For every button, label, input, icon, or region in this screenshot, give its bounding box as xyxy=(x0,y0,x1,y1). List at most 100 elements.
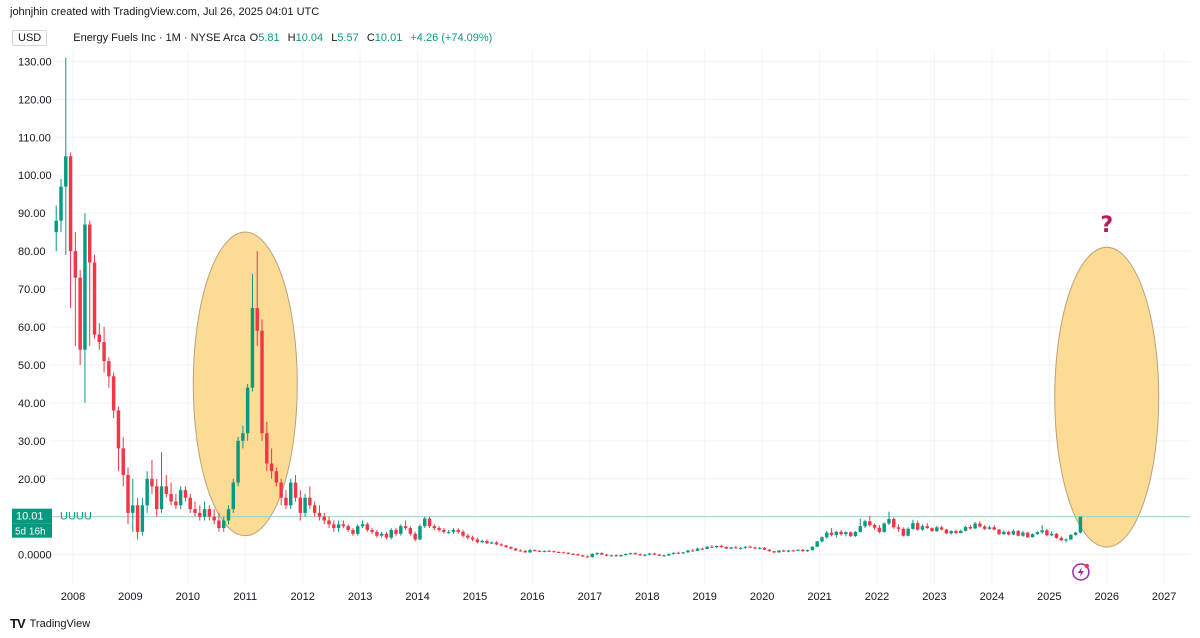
candle-body xyxy=(906,528,910,536)
candle xyxy=(408,526,413,536)
candle-body xyxy=(939,527,944,530)
candle xyxy=(805,549,810,552)
candle xyxy=(691,548,695,552)
candle-body xyxy=(1073,532,1078,535)
candle xyxy=(638,553,642,556)
candle xyxy=(537,550,542,552)
candle-body xyxy=(126,474,130,513)
x-tick-label: 2024 xyxy=(980,591,1004,603)
y-tick-label: 0.0000 xyxy=(18,550,52,562)
candle-body xyxy=(245,387,250,434)
candle-body xyxy=(322,516,326,521)
candle-body xyxy=(762,547,767,550)
footer-brand[interactable]: ⁠TV TradingView xyxy=(10,616,90,631)
candle xyxy=(475,537,480,544)
candle xyxy=(322,512,326,525)
candle xyxy=(370,528,374,534)
candle-body xyxy=(356,526,360,534)
candle xyxy=(868,515,872,527)
candle xyxy=(762,547,767,551)
candle xyxy=(566,552,571,555)
candle xyxy=(1026,531,1030,538)
candle xyxy=(150,459,154,494)
candle xyxy=(604,553,609,557)
lightning-icon[interactable] xyxy=(1072,563,1090,581)
candle xyxy=(892,517,896,529)
candle xyxy=(269,448,274,479)
candle-body xyxy=(791,550,795,552)
candle xyxy=(169,482,173,506)
symbol-label[interactable]: Energy Fuels Inc · 1M · NYSE Arca xyxy=(73,32,246,44)
candle xyxy=(217,512,221,532)
candle xyxy=(1054,533,1059,539)
candle-body xyxy=(580,555,585,557)
candle-body xyxy=(317,512,322,517)
candle-body xyxy=(614,555,618,557)
candle xyxy=(202,501,207,521)
price-axis[interactable]: 0.000010.0020.0030.0040.0050.0060.0070.0… xyxy=(18,56,52,561)
candle xyxy=(729,547,733,550)
candle-body xyxy=(834,531,839,535)
candle-body xyxy=(198,512,202,517)
candle-body xyxy=(892,518,896,528)
candle xyxy=(801,548,805,552)
candle xyxy=(126,467,130,525)
candle xyxy=(1006,530,1011,536)
close-value: 10.01 xyxy=(374,32,403,44)
candle-body xyxy=(552,551,556,553)
candle-body xyxy=(336,524,341,529)
candle xyxy=(250,273,255,392)
candle-body xyxy=(628,553,633,555)
candle-body xyxy=(102,342,106,362)
candle xyxy=(413,531,417,542)
x-tick-label: 2011 xyxy=(233,591,257,603)
x-tick-label: 2022 xyxy=(865,591,889,603)
candle xyxy=(178,486,183,510)
candle xyxy=(935,525,939,532)
x-tick-label: 2023 xyxy=(922,591,946,603)
candle-body xyxy=(88,224,92,263)
candle-body xyxy=(695,548,700,551)
candle xyxy=(470,535,475,542)
candle xyxy=(83,213,87,403)
currency-label[interactable]: USD xyxy=(12,30,48,46)
candle xyxy=(557,551,561,553)
x-tick-label: 2025 xyxy=(1037,591,1061,603)
candle-body xyxy=(131,505,135,513)
candle xyxy=(719,544,724,548)
candle xyxy=(791,549,795,552)
x-tick-label: 2009 xyxy=(118,591,142,603)
candle xyxy=(222,516,226,532)
candle xyxy=(155,478,159,517)
candle-body xyxy=(858,526,862,532)
price-tag-value: 10.01 xyxy=(16,511,44,523)
candle xyxy=(959,529,963,534)
candle-body xyxy=(346,526,350,530)
candle xyxy=(461,529,465,538)
candle xyxy=(231,478,236,513)
candle xyxy=(973,522,977,529)
candle-body xyxy=(743,546,748,548)
candle-body xyxy=(810,546,815,551)
candle xyxy=(1040,525,1044,534)
candle xyxy=(245,383,250,441)
candle xyxy=(1064,538,1068,543)
time-axis[interactable]: 2008 2009 2010 2011 2012 2013 2014 2015 2016 2017… xyxy=(61,591,1177,603)
candle xyxy=(504,544,508,548)
candle-body xyxy=(781,550,786,552)
candle xyxy=(59,179,63,233)
candlesticks[interactable] xyxy=(54,57,1083,558)
candle-body xyxy=(68,156,73,252)
candle xyxy=(274,467,279,487)
candle-body xyxy=(820,537,824,542)
candle-body xyxy=(700,548,705,550)
candle xyxy=(289,478,293,510)
candle-body xyxy=(643,554,647,556)
candle xyxy=(1069,534,1073,541)
candle-body xyxy=(710,546,714,548)
candle-body xyxy=(231,482,236,510)
candle xyxy=(308,486,312,510)
candle-body xyxy=(1006,531,1011,535)
candle-body xyxy=(595,553,599,555)
